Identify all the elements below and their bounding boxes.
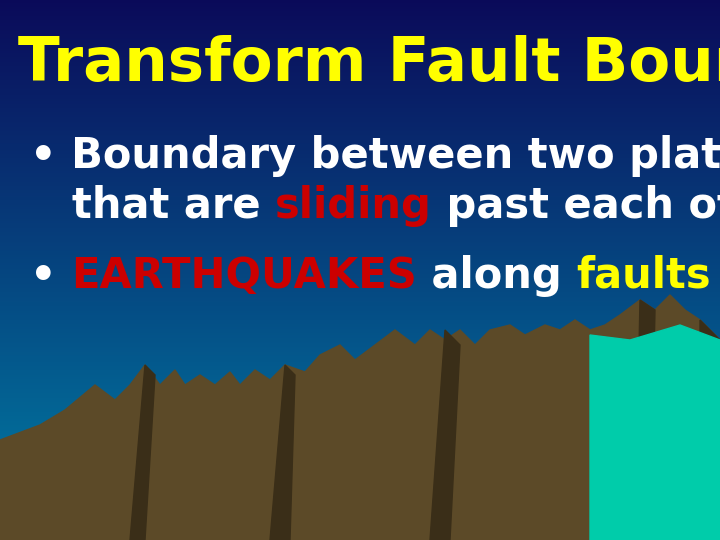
- Polygon shape: [130, 365, 155, 540]
- Text: sliding: sliding: [275, 185, 432, 227]
- Text: •: •: [30, 255, 71, 297]
- Polygon shape: [430, 330, 460, 540]
- Text: EARTHQUAKES: EARTHQUAKES: [71, 255, 417, 297]
- Text: • Boundary between two plates: • Boundary between two plates: [30, 135, 720, 177]
- Polygon shape: [0, 295, 720, 540]
- Text: Transform Fault Boundaries: Transform Fault Boundaries: [18, 35, 720, 94]
- Text: past each other: past each other: [432, 185, 720, 227]
- Polygon shape: [635, 300, 655, 540]
- Polygon shape: [270, 365, 295, 540]
- Text: faults: faults: [576, 255, 711, 297]
- Polygon shape: [700, 320, 720, 540]
- Text: that are: that are: [72, 185, 275, 227]
- Text: along: along: [417, 255, 576, 297]
- Polygon shape: [590, 325, 720, 540]
